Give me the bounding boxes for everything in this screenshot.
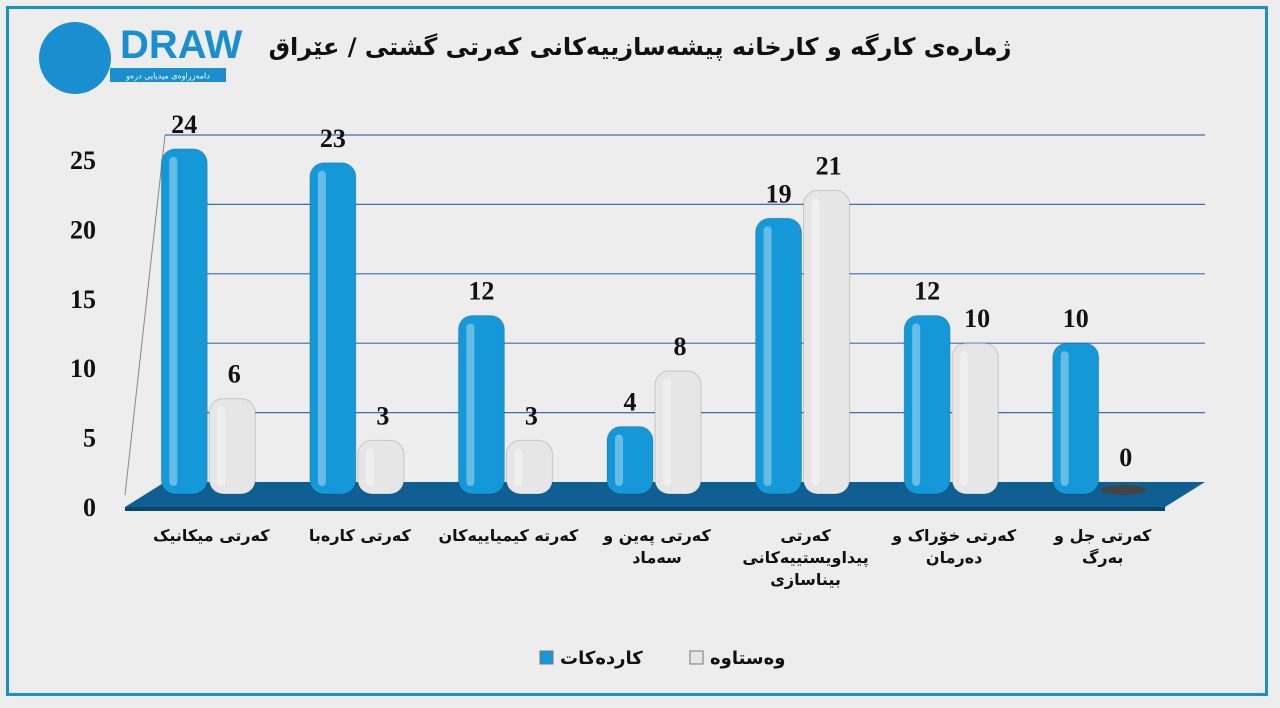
- logo-circle: [39, 22, 111, 94]
- bar-highlight: [960, 351, 969, 486]
- value-label: 3: [525, 401, 538, 430]
- logo-text: DRAW: [120, 23, 242, 67]
- legend-swatch: [689, 650, 704, 665]
- frame: [6, 6, 1268, 696]
- y-tick-label: 20: [70, 215, 96, 244]
- bar: [903, 314, 951, 495]
- bar-highlight: [763, 226, 772, 486]
- bar: [357, 439, 405, 495]
- value-label: 8: [674, 332, 687, 361]
- value-label: 12: [914, 276, 940, 305]
- logo-subtitle: دامەزراوەی میدیایی درەو: [125, 72, 210, 81]
- bar-highlight: [514, 448, 523, 486]
- bar-highlight: [663, 378, 671, 486]
- bar-highlight: [317, 170, 326, 486]
- y-tick-label: 5: [83, 424, 96, 453]
- value-label: 10: [964, 304, 990, 333]
- x-tick-label: کەرتی خۆراک و دەرمان: [892, 526, 1017, 567]
- value-label: 21: [816, 152, 842, 181]
- legend-label: وەستاوە: [710, 648, 785, 669]
- y-tick-label: 15: [70, 285, 96, 314]
- bar-highlight: [169, 156, 178, 486]
- bar: [457, 314, 505, 495]
- value-label: 4: [624, 387, 637, 416]
- x-tick-label: کەرتی جل و بەرگ: [1054, 526, 1152, 567]
- bar-highlight: [912, 323, 921, 486]
- value-label: 24: [171, 110, 197, 139]
- x-tick-label: کەرتی پەین و سەماد: [603, 526, 711, 567]
- bar: [1052, 342, 1100, 495]
- value-label: 6: [228, 360, 241, 389]
- y-tick-label: 0: [83, 493, 96, 522]
- value-label: 19: [766, 179, 792, 208]
- value-label: 12: [468, 276, 494, 305]
- value-label: 10: [1063, 304, 1089, 333]
- bar: [505, 439, 553, 495]
- bar: [160, 148, 208, 495]
- legend-swatch: [539, 650, 554, 665]
- floor-edge: [125, 507, 1165, 511]
- y-tick-label: 25: [70, 146, 96, 175]
- bar-highlight: [217, 406, 226, 486]
- bar-highlight: [1060, 351, 1069, 486]
- value-label: 0: [1119, 443, 1132, 472]
- bar: [606, 425, 654, 495]
- bar: [208, 398, 256, 495]
- bar-highlight: [365, 448, 374, 486]
- x-tick-label: کەرتی میکانیک: [152, 526, 270, 545]
- bar: [755, 217, 803, 495]
- bar: [309, 162, 357, 495]
- bar-highlight: [811, 198, 820, 486]
- bar-highlight: [615, 434, 623, 486]
- bar: [1100, 485, 1147, 495]
- bar-highlight: [466, 323, 475, 486]
- value-label: 23: [320, 124, 346, 153]
- y-tick-label: 10: [70, 354, 96, 383]
- x-tick-label: کەرتی پیداویستییەکانی بیناسازی: [742, 526, 869, 589]
- value-label: 3: [376, 401, 389, 430]
- logo-band: [110, 68, 226, 82]
- bar: [951, 342, 999, 495]
- x-tick-label: کەرتی کارەبا: [308, 526, 411, 545]
- axis-wall: [124, 134, 166, 496]
- bar: [654, 370, 702, 495]
- x-tick-label: کەرتە کیمیاییەکان: [438, 526, 579, 545]
- chart-title: ژمارەی کارگە و کارخانە پیشەسازییەکانی کە…: [269, 33, 1012, 61]
- legend-label: کاردەکات: [560, 648, 643, 669]
- bar: [803, 190, 851, 495]
